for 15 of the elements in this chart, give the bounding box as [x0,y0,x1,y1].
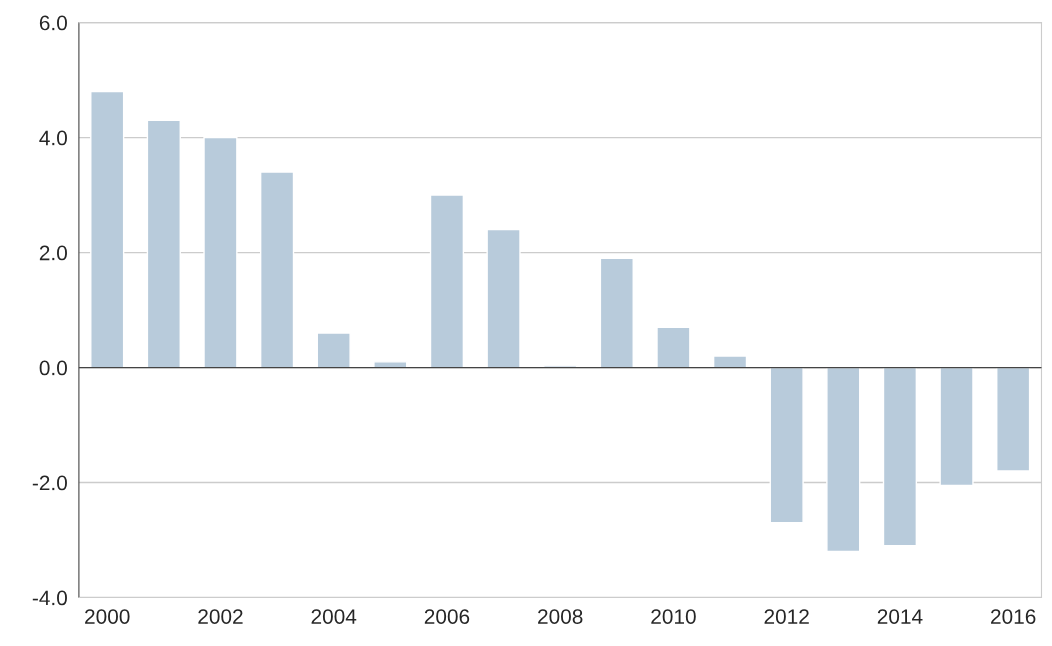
y-tick-label: 2.0 [39,245,67,261]
x-tick-label: 2012 [764,609,809,624]
y-tick-label: 6.0 [39,15,67,31]
y-tick-label: 0.0 [39,360,67,376]
x-tick-label: 2002 [198,609,243,624]
x-tick-label: 2004 [311,609,357,624]
x-tick-label: 2008 [538,609,583,624]
x-tick-label: 2014 [877,609,923,624]
y-tick-label: -4.0 [32,590,67,606]
x-tick-label: 2006 [424,609,470,624]
y-tick-label: -2.0 [32,475,67,491]
x-tick-label: 2016 [991,609,1036,624]
x-tick-label: 2000 [85,609,130,624]
y-tick-label: 4.0 [39,130,67,146]
x-tick-label: 2010 [651,609,696,624]
